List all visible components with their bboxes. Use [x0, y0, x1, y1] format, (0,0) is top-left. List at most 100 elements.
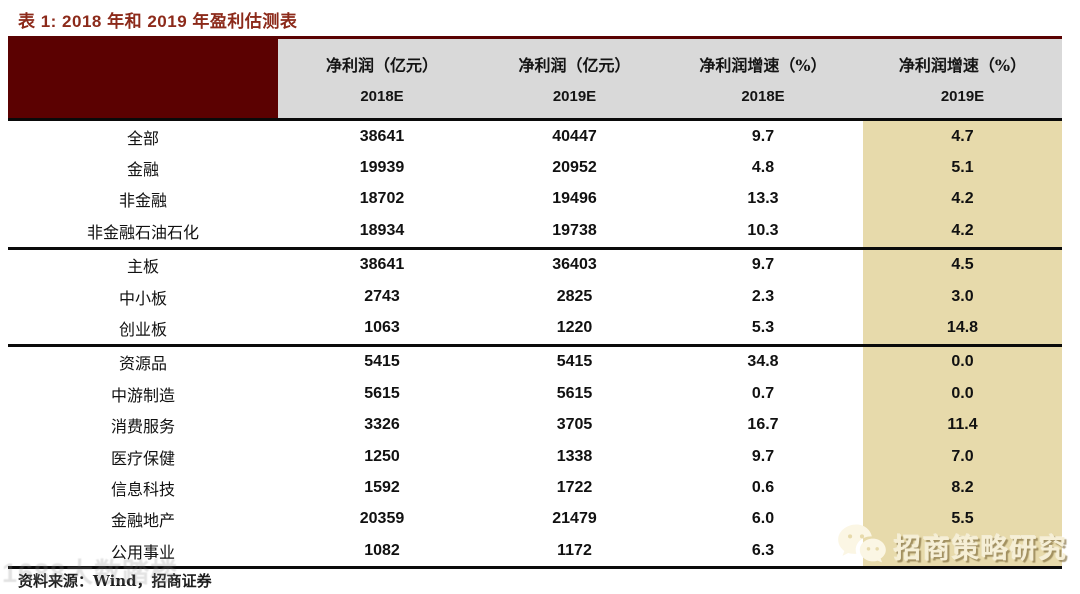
table-row: 全部 38641 40447 9.7 4.7 [8, 121, 1062, 153]
cell-value: 1063 [364, 319, 400, 337]
table-title: 表 1: 2018 年和 2019 年盈利估测表 [18, 12, 298, 31]
table-row: 中游制造 5615 5615 0.7 0.0 [8, 378, 1062, 410]
cell-value: 2825 [556, 287, 593, 305]
cell-value: 5415 [364, 353, 400, 371]
cell-value: 1722 [556, 478, 593, 496]
cell-value: 5615 [556, 384, 593, 402]
cell-value: 6.3 [751, 541, 775, 559]
row-group: 主板 38641 36403 9.7 4.5 中小板 2743 2825 2.3 3.0 创业板 10… [8, 246, 1062, 344]
cell-value: 0.7 [751, 384, 775, 402]
cell-value: 3.0 [863, 280, 1062, 313]
cell-value: 1250 [364, 447, 400, 465]
header-corner-cell [8, 39, 278, 118]
table-row: 创业板 1063 1220 5.3 14.8 [8, 312, 1062, 344]
table-row: 主板 38641 36403 9.7 4.5 [8, 249, 1062, 281]
cell-value: 0.0 [863, 346, 1062, 379]
cell-value: 40447 [552, 127, 597, 145]
cell-value: 38641 [359, 127, 405, 145]
row-label: 金融地产 [110, 511, 175, 531]
cell-value: 3326 [364, 416, 400, 434]
table-row: 医疗保健 1250 1338 9.7 7.0 [8, 440, 1062, 473]
table-row: 消费服务 3326 3705 16.7 11.4 [8, 409, 1062, 441]
cell-value: 13.3 [747, 190, 779, 208]
header-col-net-profit-2019: 净利润（亿元） 2019E [486, 39, 663, 118]
cell-value: 1172 [557, 541, 592, 559]
cell-value: 19939 [359, 159, 405, 177]
table-row: 金融地产 20359 21479 6.0 5.5 [8, 503, 1062, 536]
cell-value: 9.7 [751, 256, 775, 274]
row-label: 公用事业 [110, 542, 175, 562]
table-header-row: 净利润（亿元） 2018E 净利润（亿元） 2019E 净利润增速（%） 201… [8, 39, 1062, 118]
cell-value: 38641 [359, 256, 405, 274]
cell-value: 34.8 [747, 353, 779, 371]
row-label: 信息科技 [110, 479, 175, 499]
brand-watermark: 招商策略研究 [836, 522, 1068, 571]
row-label: 非金融 [118, 191, 167, 211]
header-col-net-profit-2018: 净利润（亿元） 2018E [278, 39, 486, 118]
earnings-table: 净利润（亿元） 2018E 净利润（亿元） 2019E 净利润增速（%） 201… [8, 36, 1062, 570]
cell-value: 2743 [364, 287, 400, 305]
table-row: 公用事业 1082 1172 6.3 [8, 535, 1062, 567]
row-label: 消费服务 [110, 417, 175, 437]
header-metric: 净利润增速（%） [898, 55, 1027, 75]
header-year: 2018E [360, 88, 404, 106]
row-label: 金融 [126, 160, 159, 180]
table-top-rule [8, 36, 1062, 39]
cell-value: 10.3 [747, 221, 779, 239]
cell-value: 19738 [552, 221, 597, 239]
cell-value: 18934 [359, 221, 405, 239]
row-label: 中游制造 [110, 385, 175, 405]
cell-value: 5.3 [751, 319, 775, 337]
cell-value: 1338 [556, 447, 593, 465]
cell-value: 11.4 [863, 409, 1062, 441]
table-row: 信息科技 1592 1722 0.6 8.2 [8, 472, 1062, 504]
table-row: 非金融石油石化 18934 19738 10.3 4.2 [8, 215, 1062, 247]
row-label: 全部 [126, 128, 159, 148]
cell-value: 16.7 [747, 416, 779, 434]
cell-value [863, 535, 1062, 567]
row-group: 资源品 5415 5415 34.8 0.0 中游制造 5615 5615 0.7 0.0 消费服务… [8, 343, 1062, 567]
cell-value: 20952 [552, 159, 597, 177]
header-metric: 净利润（亿元） [325, 55, 438, 75]
cell-value: 4.8 [751, 159, 775, 177]
cell-value: 1082 [364, 541, 400, 559]
table-row: 资源品 5415 5415 34.8 0.0 [8, 346, 1062, 379]
table-body: 全部 38641 40447 9.7 4.7 金融 19939 20952 4.8 5.1 非金融 1… [8, 118, 1062, 570]
cell-value: 5.5 [863, 503, 1062, 536]
table-row: 非金融 18702 19496 13.3 4.2 [8, 183, 1062, 216]
cell-value: 21479 [552, 510, 597, 528]
cell-value: 19496 [552, 190, 597, 208]
header-year: 2019E [552, 88, 597, 106]
row-label: 医疗保健 [110, 448, 175, 468]
header-metric: 净利润增速（%） [699, 55, 827, 75]
cell-value: 36403 [552, 256, 597, 274]
cell-value: 1220 [556, 319, 593, 337]
row-group: 全部 38641 40447 9.7 4.7 金融 19939 20952 4.8 5.1 非金融 1… [8, 121, 1062, 247]
header-year: 2018E [741, 88, 785, 106]
header-col-growth-2019: 净利润增速（%） 2019E [863, 39, 1062, 118]
cell-value: 5415 [556, 353, 593, 371]
row-label: 非金融石油石化 [86, 222, 199, 242]
cell-value: 8.2 [863, 472, 1062, 504]
cell-value: 5615 [364, 384, 400, 402]
row-label: 中小板 [118, 288, 167, 308]
cell-value: 1592 [364, 478, 400, 496]
cell-value: 9.7 [751, 447, 775, 465]
cell-value: 20359 [359, 510, 405, 528]
header-metric: 净利润（亿元） [518, 55, 631, 75]
row-label: 主板 [126, 257, 159, 277]
brand-watermark-text: 招商策略研究 [894, 534, 1068, 565]
table-row: 中小板 2743 2825 2.3 3.0 [8, 280, 1062, 313]
cell-value: 3705 [556, 416, 593, 434]
row-label: 资源品 [118, 354, 167, 374]
cell-value: 7.0 [863, 440, 1062, 473]
cell-value: 4.2 [863, 215, 1062, 247]
wechat-logo-icon [836, 522, 888, 571]
cell-value: 2.3 [751, 287, 775, 305]
cell-value: 4.2 [863, 183, 1062, 216]
cell-value: 9.7 [751, 127, 775, 145]
cell-value: 0.6 [751, 478, 775, 496]
cell-value: 18702 [359, 190, 405, 208]
cell-value: 4.7 [863, 121, 1062, 153]
